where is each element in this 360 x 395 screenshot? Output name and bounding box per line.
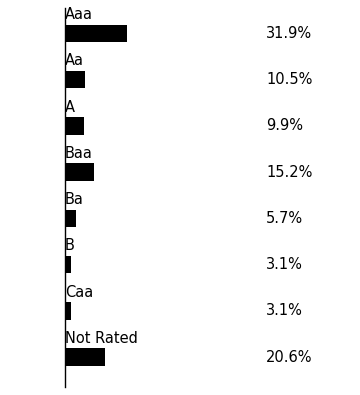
Text: 20.6%: 20.6% <box>266 350 312 365</box>
Text: Caa: Caa <box>65 285 93 300</box>
Text: Baa: Baa <box>65 146 93 161</box>
Text: Aa: Aa <box>65 53 84 68</box>
Bar <box>65 24 127 42</box>
Text: Ba: Ba <box>65 192 84 207</box>
Text: 3.1%: 3.1% <box>266 303 303 318</box>
Bar <box>65 256 71 273</box>
Text: 9.9%: 9.9% <box>266 118 303 134</box>
Text: Not Rated: Not Rated <box>65 331 138 346</box>
Text: 3.1%: 3.1% <box>266 257 303 272</box>
Text: Aaa: Aaa <box>65 7 93 22</box>
Text: 31.9%: 31.9% <box>266 26 312 41</box>
Text: 10.5%: 10.5% <box>266 72 312 87</box>
Bar <box>65 117 84 135</box>
Text: A: A <box>65 100 75 115</box>
Text: B: B <box>65 239 75 254</box>
Text: 5.7%: 5.7% <box>266 211 303 226</box>
Bar <box>65 209 76 227</box>
Bar <box>65 348 105 366</box>
Bar <box>65 163 94 181</box>
Bar <box>65 302 71 320</box>
Bar <box>65 71 85 88</box>
Text: 15.2%: 15.2% <box>266 165 312 180</box>
